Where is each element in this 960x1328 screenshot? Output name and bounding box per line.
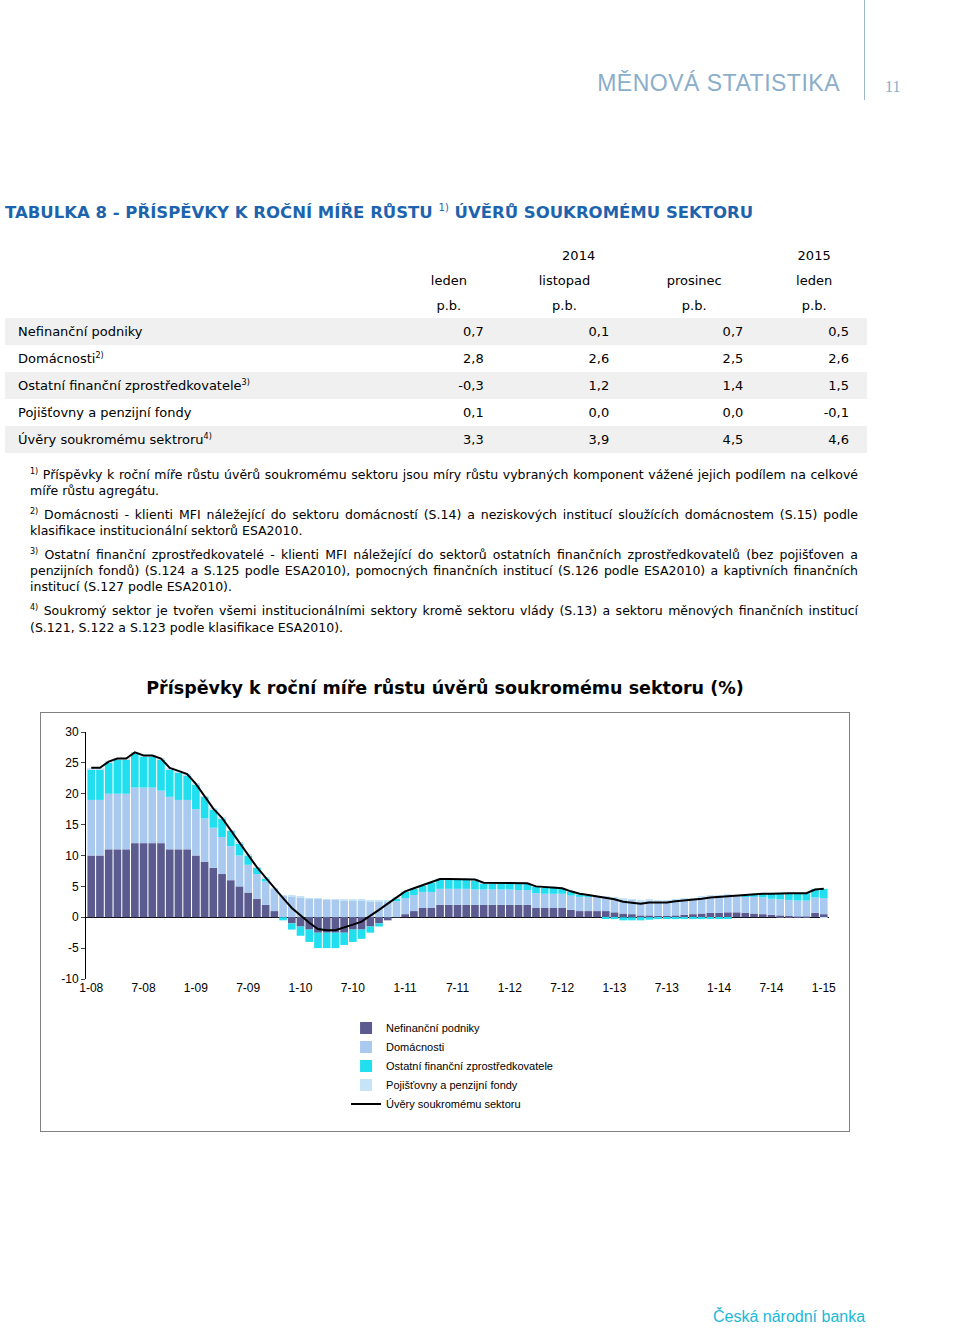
html-text:2)Domácnosti - klienti MFI nál: 2)Domácnosti - klienti MFI náležející do… xyxy=(30,507,858,539)
html-text:1,5: 1,5 xyxy=(828,378,849,393)
html-text:MĚNOVÁ STATISTIKA: MĚNOVÁ STATISTIKA xyxy=(597,70,840,96)
html-text:2,6: 2,6 xyxy=(588,351,610,366)
svg-text:20: 20 xyxy=(65,787,79,801)
svg-text:-5: -5 xyxy=(68,941,79,955)
html-text:0,0: 0,0 xyxy=(588,405,610,420)
html-text:2015: 2015 xyxy=(797,248,831,263)
svg-text:7-10: 7-10 xyxy=(341,981,365,995)
svg-text:Nefinanční podniky: Nefinanční podniky xyxy=(386,1022,480,1034)
html-text:3,3: 3,3 xyxy=(463,432,484,447)
html-text:2,8: 2,8 xyxy=(463,351,484,366)
html-text:0,1: 0,1 xyxy=(463,405,484,420)
svg-text:Úvěry soukromému sektoru: Úvěry soukromému sektoru xyxy=(386,1098,521,1110)
html-text:4,5: 4,5 xyxy=(722,432,744,447)
svg-text:Ostatní finanční zprostředkova: Ostatní finanční zprostředkovatele xyxy=(386,1060,553,1072)
html-text:leden: leden xyxy=(430,273,467,288)
svg-text:7-09: 7-09 xyxy=(236,981,260,995)
html-text:4,6: 4,6 xyxy=(828,432,849,447)
svg-text:25: 25 xyxy=(65,756,79,770)
html-text:Ostatní finanční zprostředkova: Ostatní finanční zprostředkovatele3) xyxy=(18,377,250,394)
html-text:Úvěry soukromému sektroru4): Úvěry soukromému sektroru4) xyxy=(18,431,212,448)
svg-text:7-11: 7-11 xyxy=(446,981,469,995)
svg-text:10: 10 xyxy=(65,849,79,863)
html-text:0,7: 0,7 xyxy=(722,324,744,339)
html-text:4)Soukromý sektor je tvořen vš: 4)Soukromý sektor je tvořen všemi instit… xyxy=(30,603,858,635)
html-text:Domácnosti2): Domácnosti2) xyxy=(18,350,104,367)
html-text:Pojišťovny a penzijní fondy: Pojišťovny a penzijní fondy xyxy=(18,405,192,420)
html-text:2014: 2014 xyxy=(562,248,596,263)
html-text:p.b.: p.b. xyxy=(552,298,577,313)
svg-text:Domácnosti: Domácnosti xyxy=(386,1041,444,1053)
html-text:-0,1: -0,1 xyxy=(823,405,849,420)
html-text:1,2: 1,2 xyxy=(588,378,610,393)
html-text:listopad: listopad xyxy=(538,273,591,288)
html-text:1)Příspěvky k roční míře růstu: 1)Příspěvky k roční míře růstu úvěrů sou… xyxy=(30,467,858,499)
html-text:TABULKA 8 - PŘÍSPĚVKY K ROČNÍ: TABULKA 8 - PŘÍSPĚVKY K ROČNÍ MÍŘE RŮSTU… xyxy=(5,202,754,222)
svg-text:0: 0 xyxy=(72,910,79,924)
svg-text:-10: -10 xyxy=(61,972,79,986)
html-text:p.b.: p.b. xyxy=(436,298,462,313)
svg-text:1-10: 1-10 xyxy=(289,981,313,995)
html-text:Příspěvky k roční míře růstu ú: Příspěvky k roční míře růstu úvěrů soukr… xyxy=(146,678,744,698)
svg-text:7-12: 7-12 xyxy=(550,981,574,995)
html-text:0,7: 0,7 xyxy=(463,324,484,339)
svg-text:15: 15 xyxy=(65,818,79,832)
html-text:0,0: 0,0 xyxy=(722,405,744,420)
html-text:2,5: 2,5 xyxy=(722,351,744,366)
svg-text:5: 5 xyxy=(72,880,79,894)
svg-text:7-08: 7-08 xyxy=(132,981,156,995)
svg-text:Pojišťovny a penzijní fondy: Pojišťovny a penzijní fondy xyxy=(386,1079,518,1091)
svg-text:7-13: 7-13 xyxy=(655,981,679,995)
svg-text:1-12: 1-12 xyxy=(498,981,522,995)
html-text:-0,3: -0,3 xyxy=(458,378,484,393)
html-text:0,1: 0,1 xyxy=(588,324,610,339)
svg-text:1-11: 1-11 xyxy=(394,981,417,995)
html-text:Česká národní banka: Česká národní banka xyxy=(713,1308,866,1325)
html-text:Nefinanční podniky: Nefinanční podniky xyxy=(18,324,143,339)
html-text:2,6: 2,6 xyxy=(828,351,849,366)
html-text:1,4: 1,4 xyxy=(722,378,744,393)
svg-text:30: 30 xyxy=(65,725,79,739)
svg-text:7-14: 7-14 xyxy=(759,981,783,995)
svg-text:1-14: 1-14 xyxy=(707,981,731,995)
html-text:0,5: 0,5 xyxy=(828,324,849,339)
html-text:p.b.: p.b. xyxy=(801,298,827,313)
html-text:leden: leden xyxy=(796,273,833,288)
html-text:11: 11 xyxy=(885,78,901,95)
html-text:3,9: 3,9 xyxy=(588,432,610,447)
svg-text:1-13: 1-13 xyxy=(602,981,626,995)
html-text:p.b.: p.b. xyxy=(681,298,707,313)
svg-text:1-09: 1-09 xyxy=(184,981,208,995)
svg-text:1-15: 1-15 xyxy=(812,981,836,995)
html-text:3)Ostatní finanční zprostředko: 3)Ostatní finanční zprostředkovatelé - k… xyxy=(30,547,858,595)
svg-text:1-08: 1-08 xyxy=(79,981,103,995)
html-text:prosinec: prosinec xyxy=(666,273,722,288)
